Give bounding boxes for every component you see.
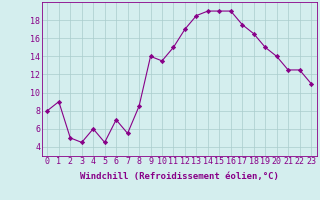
X-axis label: Windchill (Refroidissement éolien,°C): Windchill (Refroidissement éolien,°C) [80, 172, 279, 181]
